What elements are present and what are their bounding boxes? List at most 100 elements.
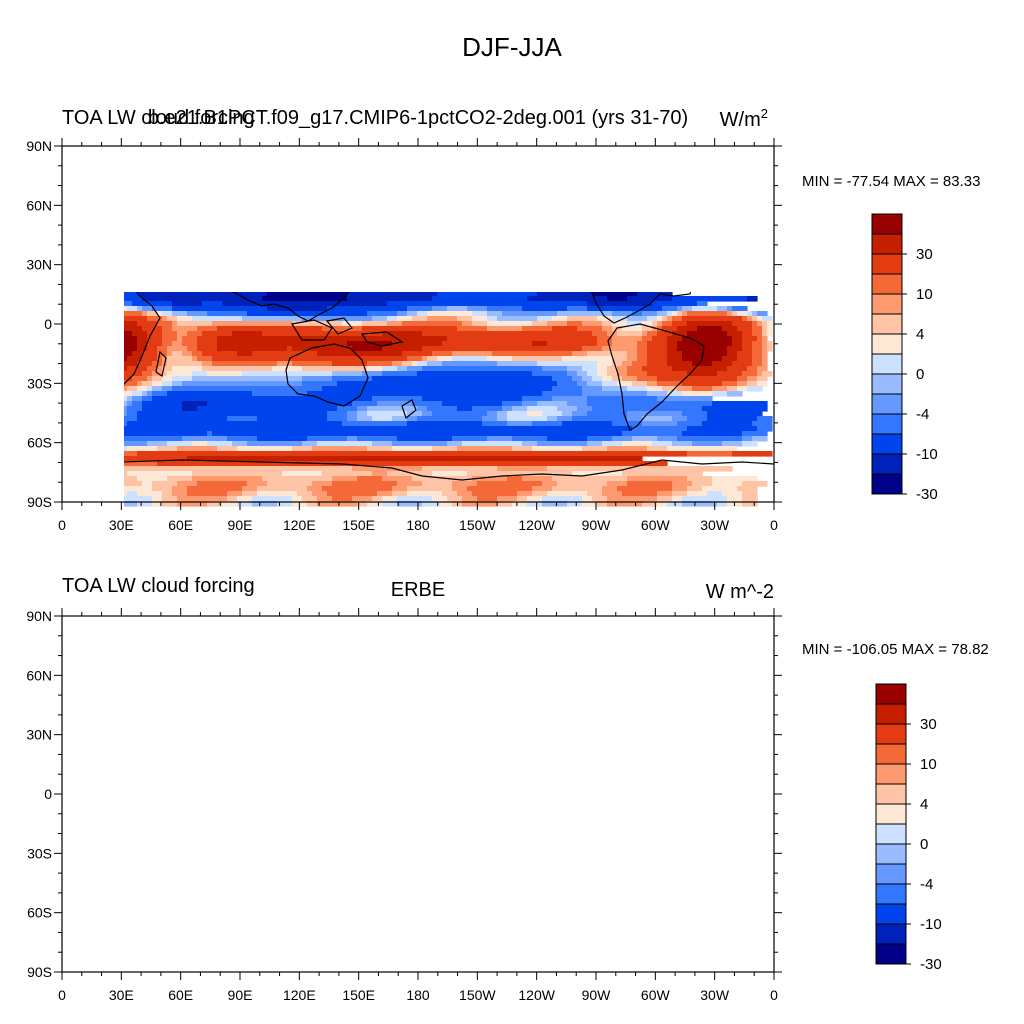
field-cell xyxy=(462,660,475,665)
field-cell xyxy=(82,381,93,387)
field-cell xyxy=(74,720,79,725)
field-cell xyxy=(282,772,315,777)
field-cell xyxy=(286,676,291,681)
field-cell xyxy=(194,624,207,629)
field-cell xyxy=(474,780,487,785)
field-cell xyxy=(326,708,331,713)
field-cell xyxy=(522,744,531,749)
field-cell xyxy=(558,740,571,745)
field-cell xyxy=(358,724,363,729)
field-cell xyxy=(67,406,113,412)
field-cell xyxy=(70,776,83,781)
field-cell xyxy=(62,356,68,362)
field-cell xyxy=(174,724,179,729)
field-cell xyxy=(218,664,235,669)
field-cell xyxy=(124,371,143,377)
field-cell xyxy=(430,632,439,637)
field-cell xyxy=(686,676,691,681)
field-cell xyxy=(594,748,599,753)
field-layer xyxy=(62,616,775,973)
field-cell xyxy=(186,764,199,769)
field-cell xyxy=(747,316,753,322)
field-cell xyxy=(714,636,719,641)
field-cell xyxy=(74,636,87,641)
field-cell xyxy=(458,624,463,629)
field-cell xyxy=(346,688,351,693)
field-cell xyxy=(394,700,399,705)
colorbar-swatch xyxy=(871,293,903,315)
field-cell xyxy=(278,616,283,621)
field-cell xyxy=(392,261,403,267)
field-cell xyxy=(354,748,367,753)
field-cell xyxy=(314,704,323,709)
field-cell xyxy=(252,161,263,167)
field-cell xyxy=(587,221,593,227)
field-cell xyxy=(322,471,373,477)
field-cell xyxy=(598,700,603,705)
field-cell xyxy=(66,716,71,721)
field-cell xyxy=(126,712,179,717)
field-cell xyxy=(222,231,233,237)
field-cell xyxy=(412,476,473,482)
field-cell xyxy=(138,740,143,745)
field-cell xyxy=(62,296,73,302)
field-cell xyxy=(742,692,759,697)
field-cell xyxy=(238,636,243,641)
field-cell xyxy=(62,688,71,693)
field-cell xyxy=(570,728,575,733)
field-cell xyxy=(137,186,158,192)
field-cell xyxy=(154,752,167,757)
field-cell xyxy=(172,351,183,357)
field-cell xyxy=(658,760,767,765)
field-cell xyxy=(352,466,423,472)
field-cell xyxy=(586,692,591,697)
field-cell xyxy=(717,186,728,192)
field-cell xyxy=(474,740,479,745)
field-cell xyxy=(747,386,763,392)
field-cell xyxy=(122,680,127,685)
field-cell xyxy=(237,271,298,277)
field-cell xyxy=(358,624,371,629)
field-cell xyxy=(418,732,423,737)
field-cell xyxy=(346,624,359,629)
field-cell xyxy=(687,246,693,252)
field-cell xyxy=(514,740,523,745)
field-cell xyxy=(370,632,375,637)
lon-label: 60E xyxy=(168,517,193,533)
field-cell xyxy=(124,486,153,492)
field-cell xyxy=(217,231,223,237)
field-cell xyxy=(686,684,691,689)
field-cell xyxy=(714,776,719,781)
field-cell xyxy=(622,376,638,382)
field-cell xyxy=(286,744,307,749)
field-cell xyxy=(667,351,683,357)
field-cell xyxy=(642,326,653,332)
field-cell xyxy=(314,632,319,637)
field-cell xyxy=(124,496,153,502)
field-cell xyxy=(62,656,119,661)
field-cell xyxy=(654,620,659,625)
field-cell xyxy=(742,636,747,641)
field-cell xyxy=(302,256,338,262)
field-cell xyxy=(74,692,99,697)
field-cell xyxy=(572,186,673,192)
field-cell xyxy=(670,668,675,673)
field-cell xyxy=(542,752,583,757)
field-cell xyxy=(570,716,575,721)
field-cell xyxy=(242,236,293,242)
field-cell xyxy=(137,416,228,422)
field-cell xyxy=(146,668,155,673)
field-cell xyxy=(182,381,303,387)
field-cell xyxy=(514,660,519,665)
field-cell xyxy=(762,361,768,367)
field-cell xyxy=(266,728,271,733)
field-cell xyxy=(317,271,358,277)
field-cell xyxy=(674,668,679,673)
colorbar-swatch xyxy=(871,313,903,335)
field-cell xyxy=(387,316,398,322)
field-cell xyxy=(146,776,151,781)
field-cell xyxy=(310,636,315,641)
field-cell xyxy=(747,311,753,317)
field-cell xyxy=(254,628,263,633)
field-cell xyxy=(486,652,491,657)
